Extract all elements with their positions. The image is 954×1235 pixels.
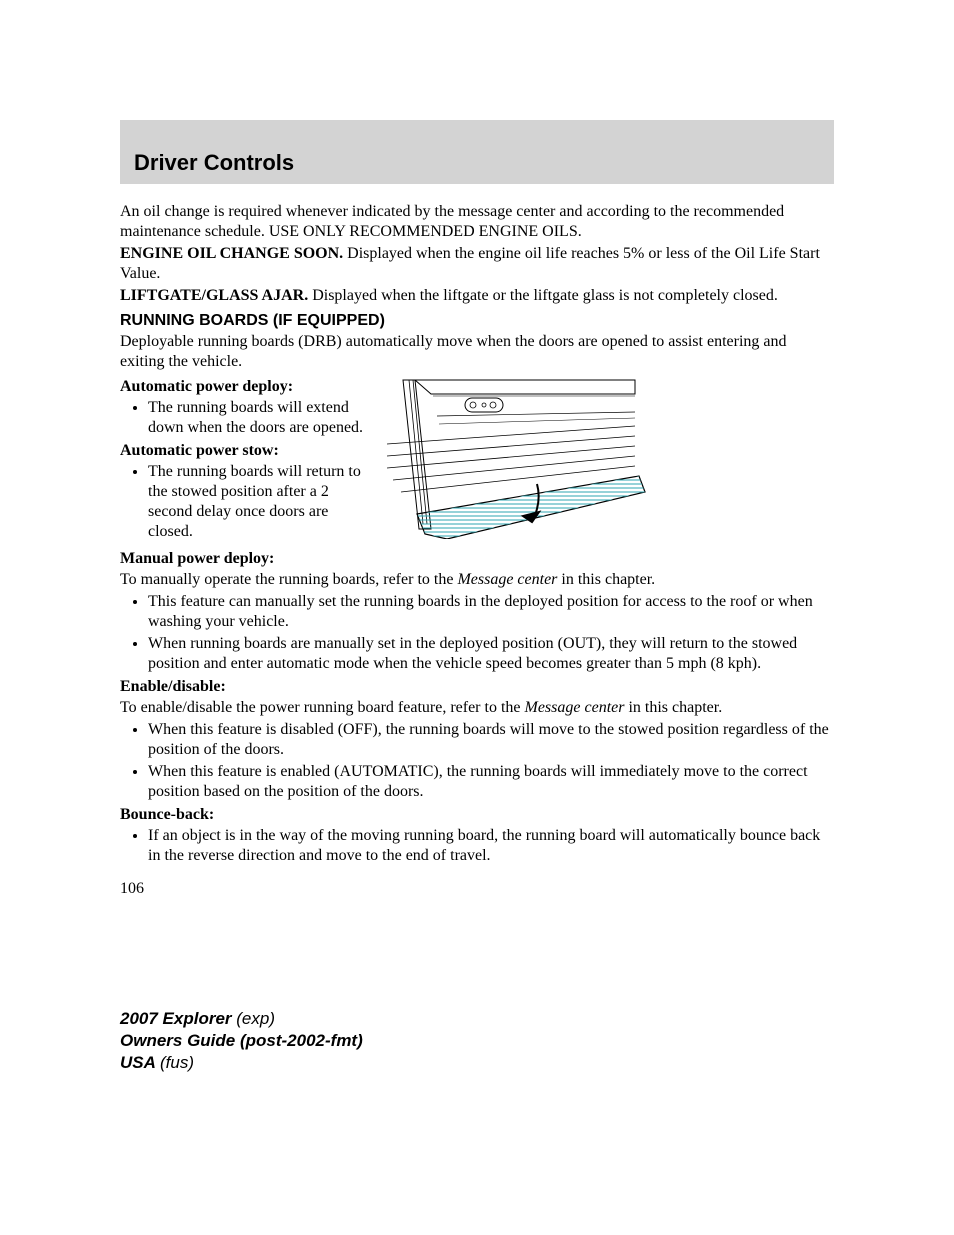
intro-paragraph: An oil change is required whenever indic… bbox=[120, 202, 834, 242]
page: Driver Controls An oil change is require… bbox=[0, 0, 954, 1134]
running-boards-intro: Deployable running boards (DRB) automati… bbox=[120, 332, 834, 372]
footer-line-3: USA (fus) bbox=[120, 1052, 834, 1074]
running-board-shape bbox=[407, 476, 647, 539]
running-boards-heading: RUNNING BOARDS (IF EQUIPPED) bbox=[120, 312, 834, 330]
enable-disable-list: When this feature is disabled (OFF), the… bbox=[120, 720, 834, 802]
section-title: Driver Controls bbox=[134, 150, 294, 175]
msg-liftgate-text: Displayed when the liftgate or the liftg… bbox=[308, 287, 778, 304]
list-item: When this feature is disabled (OFF), the… bbox=[148, 720, 834, 760]
footer-block: 2007 Explorer (exp) Owners Guide (post-2… bbox=[120, 1008, 834, 1074]
enable-disable-heading: Enable/disable: bbox=[120, 678, 834, 696]
manual-deploy-heading: Manual power deploy: bbox=[120, 550, 834, 568]
message-center-ref: Message center bbox=[525, 699, 625, 716]
manual-deploy-intro: To manually operate the running boards, … bbox=[120, 570, 834, 590]
manual-deploy-list: This feature can manually set the runnin… bbox=[120, 592, 834, 674]
message-center-ref: Message center bbox=[457, 571, 557, 588]
list-item: If an object is in the way of the moving… bbox=[148, 826, 834, 866]
footer-line-2: Owners Guide (post-2002-fmt) bbox=[120, 1030, 834, 1052]
deploy-section-row: Automatic power deploy: The running boar… bbox=[120, 374, 834, 546]
bounce-back-list: If an object is in the way of the moving… bbox=[120, 826, 834, 866]
list-item: The running boards will return to the st… bbox=[148, 462, 375, 542]
illustration-col bbox=[387, 374, 834, 546]
enable-disable-intro: To enable/disable the power running boar… bbox=[120, 698, 834, 718]
msg-oil-change-label: ENGINE OIL CHANGE SOON. bbox=[120, 245, 343, 262]
deploy-text-col: Automatic power deploy: The running boar… bbox=[120, 374, 375, 546]
bounce-back-heading: Bounce-back: bbox=[120, 806, 834, 824]
list-item: When this feature is enabled (AUTOMATIC)… bbox=[148, 762, 834, 802]
msg-oil-change: ENGINE OIL CHANGE SOON. Displayed when t… bbox=[120, 244, 834, 284]
page-number: 106 bbox=[120, 880, 834, 898]
auto-deploy-list: The running boards will extend down when… bbox=[120, 398, 375, 438]
footer-line-1: 2007 Explorer (exp) bbox=[120, 1008, 834, 1030]
auto-deploy-heading: Automatic power deploy: bbox=[120, 378, 375, 396]
msg-liftgate-label: LIFTGATE/GLASS AJAR. bbox=[120, 287, 308, 304]
section-header-band: Driver Controls bbox=[120, 120, 834, 184]
list-item: This feature can manually set the runnin… bbox=[148, 592, 834, 632]
auto-stow-list: The running boards will return to the st… bbox=[120, 462, 375, 542]
running-board-illustration bbox=[387, 374, 647, 539]
msg-liftgate: LIFTGATE/GLASS AJAR. Displayed when the … bbox=[120, 286, 834, 306]
deploy-arrow-icon bbox=[523, 484, 539, 522]
list-item: When running boards are manually set in … bbox=[148, 634, 834, 674]
auto-stow-heading: Automatic power stow: bbox=[120, 442, 375, 460]
list-item: The running boards will extend down when… bbox=[148, 398, 375, 438]
